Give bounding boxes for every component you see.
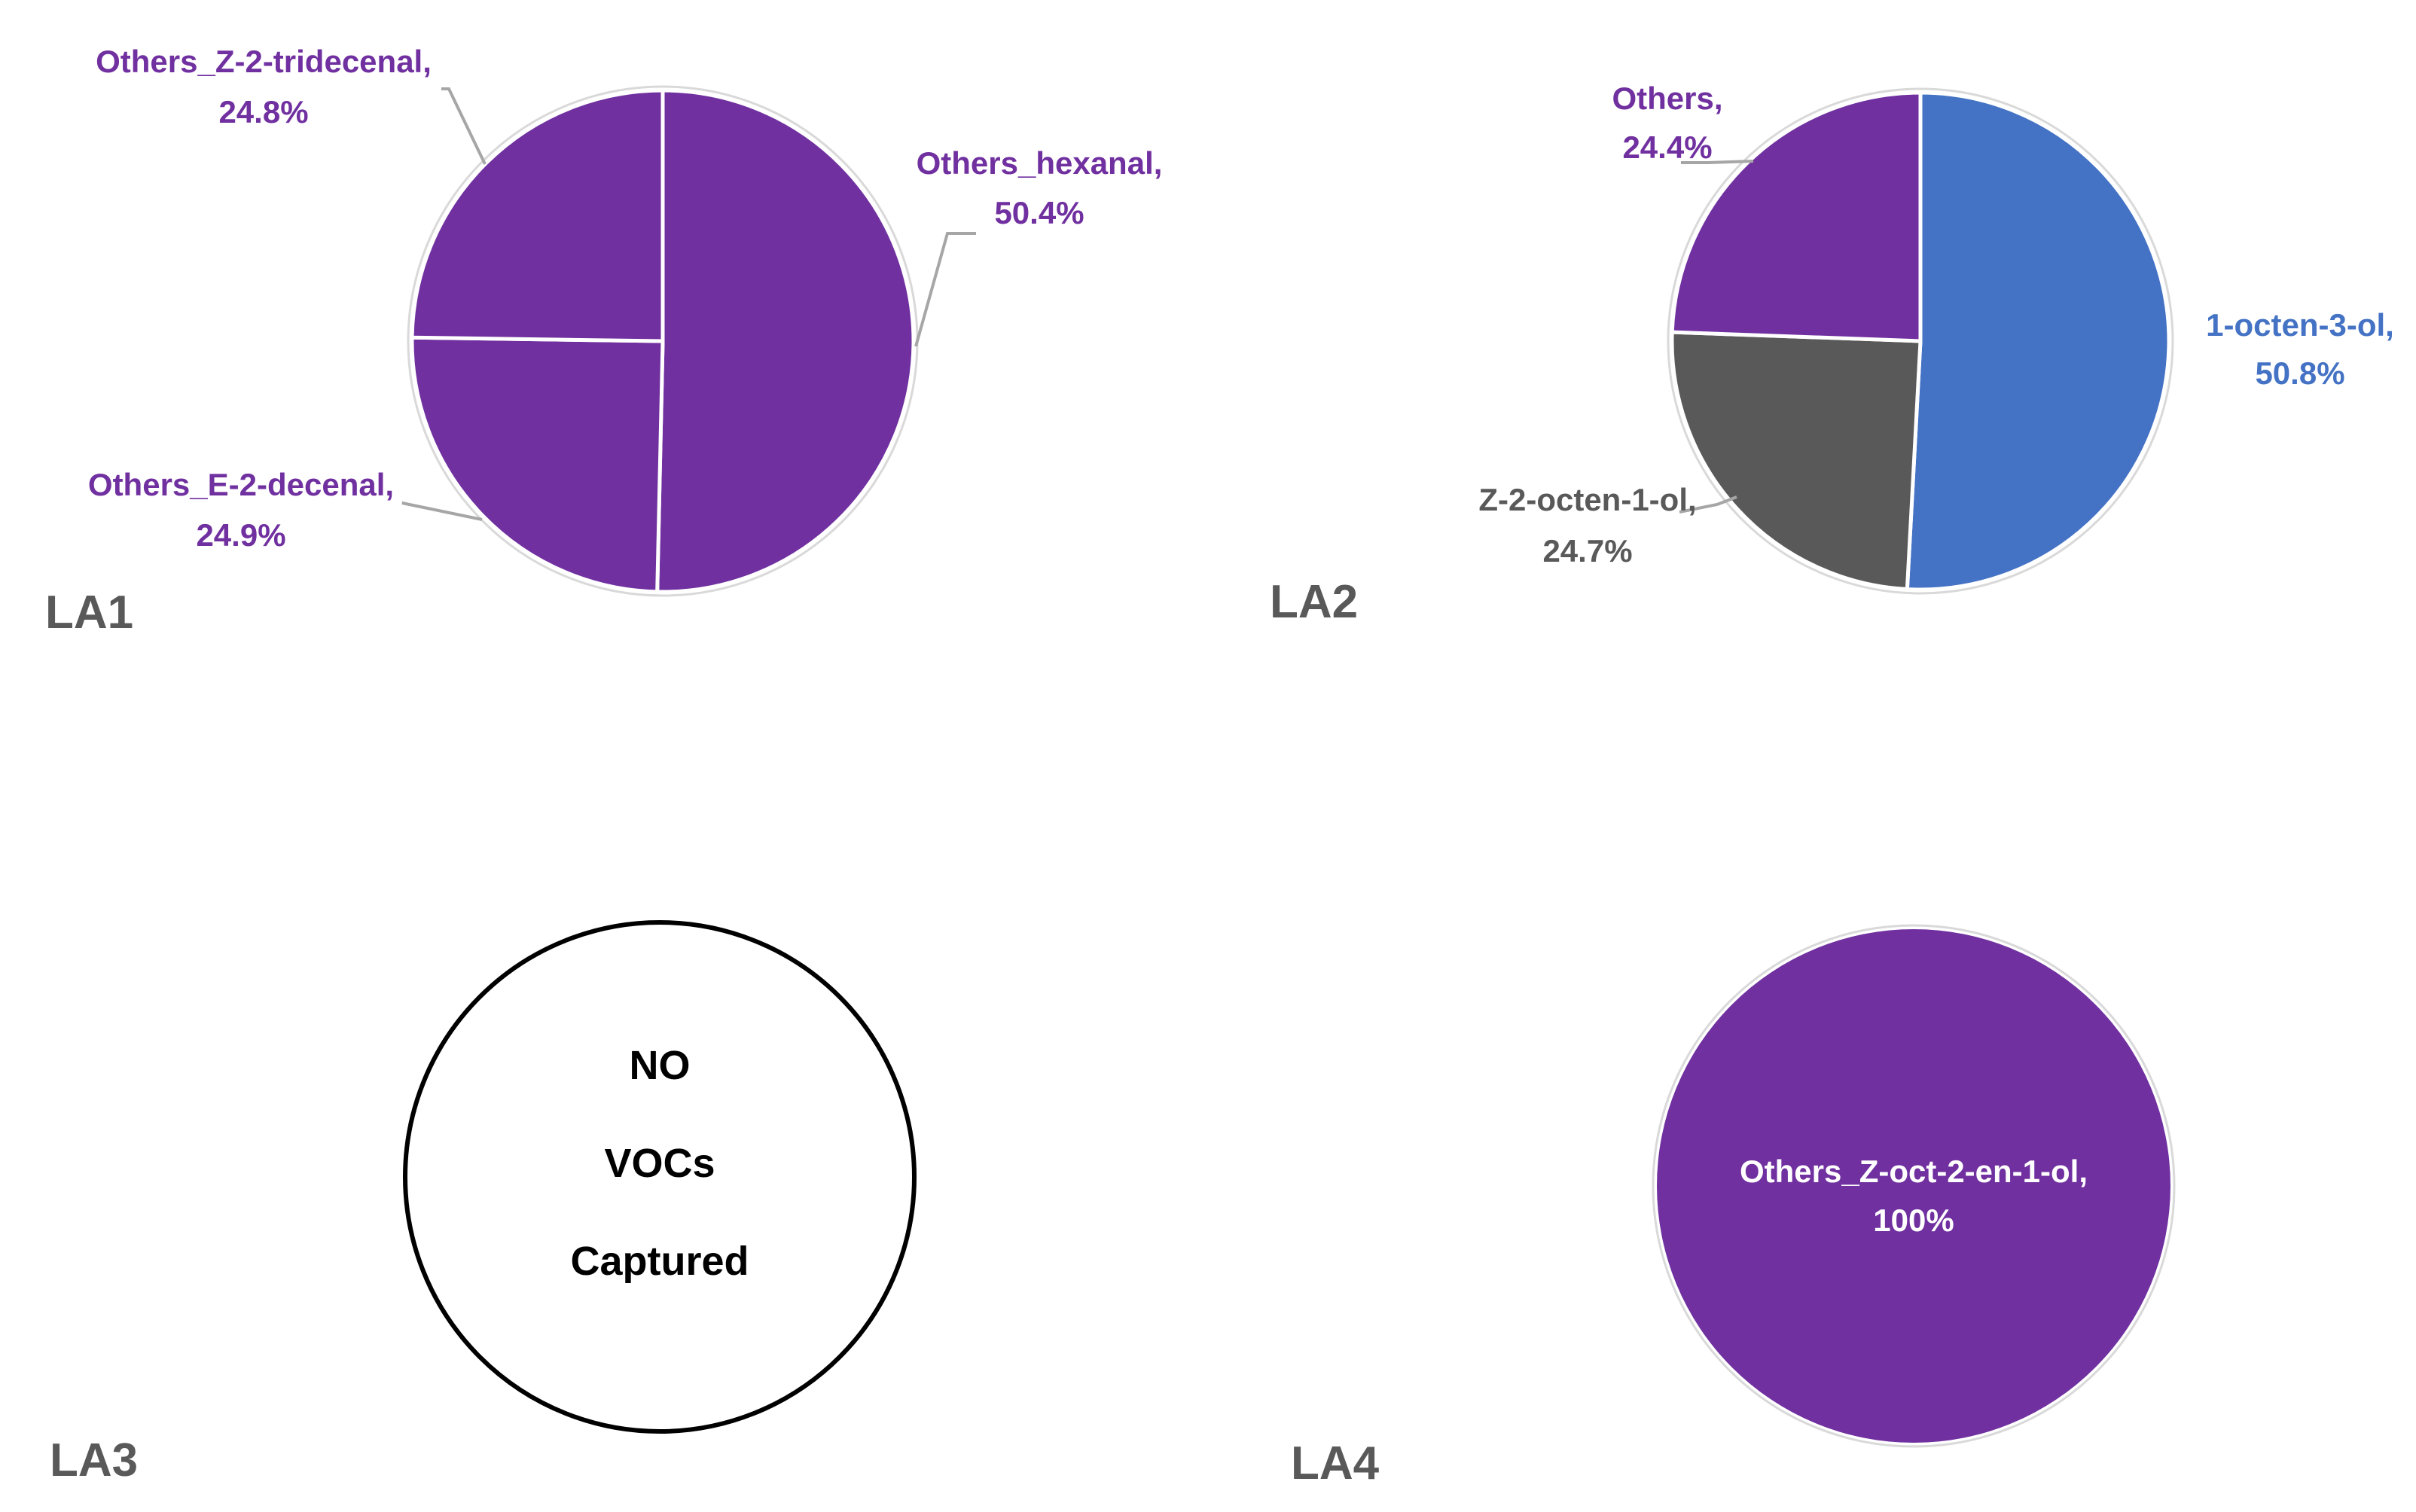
panel-label: LA4 <box>1291 1437 1380 1489</box>
pie-panel-la3: LA3 NO VOCs Captured <box>50 920 917 1486</box>
pie-halo <box>1667 87 2174 595</box>
leader-line <box>1681 160 1754 164</box>
pie-slice <box>1670 330 1923 592</box>
slice-value-label: 100% <box>1873 1203 1954 1238</box>
pie-slice <box>1657 929 2170 1443</box>
empty-pie-outline <box>403 920 917 1434</box>
slice-value-label: 24.7% <box>1542 533 1632 569</box>
slice-value-label: 24.8% <box>218 94 308 130</box>
leader-line <box>401 501 483 521</box>
pie-halo <box>1652 924 2176 1448</box>
leader-line <box>441 87 487 165</box>
pie-panel-la4: LA4 Others_Z-oct-2-en-1-ol, 100% <box>1291 924 2176 1489</box>
slice-value-label: 24.4% <box>1622 130 1712 165</box>
pie-slice <box>655 88 916 594</box>
slice-value-label: 24.9% <box>196 517 285 553</box>
panel-label: LA2 <box>1270 576 1358 628</box>
slice-name-label: Z-2-octen-1-ol, <box>1478 482 1696 517</box>
slice-name-label: Others, <box>1612 81 1722 116</box>
slice-value-label: 50.4% <box>994 195 1084 230</box>
slice-name-label: Others_Z-oct-2-en-1-ol, <box>1740 1154 2088 1189</box>
slice-name-label: 1-octen-3-ol, <box>2206 307 2394 343</box>
pie-slice <box>1905 90 2171 592</box>
leader-line <box>914 232 976 347</box>
leader-line <box>1679 495 1737 514</box>
no-data-message-line: VOCs <box>604 1141 715 1186</box>
pie-panel-la1: LA1 Others_hexanal, 50.4% Others_E-2-decena… <box>45 44 1162 639</box>
no-data-message-line: Captured <box>570 1239 749 1284</box>
panel-label: LA1 <box>45 587 133 639</box>
panel-label: LA3 <box>50 1434 138 1486</box>
pie-slice <box>410 335 665 594</box>
no-data-message-line: NO <box>630 1043 691 1088</box>
pie-panel-la2: LA2 1-octen-3-ol, 50.8% Z-2-octen-1-ol, 24.7… <box>1270 81 2394 628</box>
slice-value-label: 50.8% <box>2255 355 2344 391</box>
slice-name-label: Others_hexanal, <box>917 145 1163 181</box>
slice-name-label: Others_E-2-decenal, <box>88 467 394 502</box>
slice-name-label: Others_Z-2-tridecenal, <box>96 44 432 79</box>
pie-slice <box>410 88 665 343</box>
